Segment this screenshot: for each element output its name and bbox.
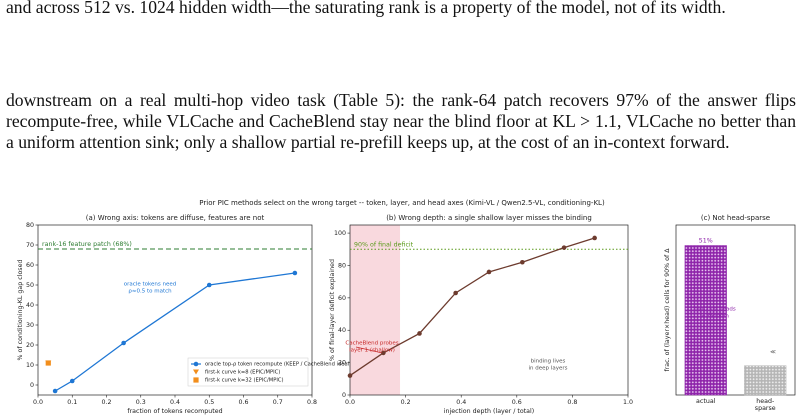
y-tick-label: 10	[26, 362, 34, 369]
y-tick-label: 30	[26, 322, 34, 329]
y-tick-label: 70	[26, 242, 34, 249]
legend-marker	[193, 361, 199, 367]
y-tick-label: 80	[338, 262, 346, 269]
x-tick-label: 0.5	[204, 399, 214, 406]
y-tick-label: 60	[338, 295, 346, 302]
y-tick-label: 40	[26, 302, 34, 309]
x-tick-label: 0.8	[567, 399, 577, 406]
point	[69, 378, 75, 384]
label-line: sparse	[755, 405, 776, 412]
point	[561, 245, 567, 250]
legend-label: first-k curve k=32 (EPIC/MPIC)	[205, 378, 284, 384]
annotation: ρ≈0.5 to match	[128, 289, 172, 295]
figure: Prior PIC methods select on the wrong ta…	[17, 199, 796, 415]
point	[121, 340, 126, 346]
x-tick-label: 0.7	[273, 399, 283, 406]
point	[520, 259, 525, 265]
y-tick-label: 20	[26, 342, 34, 349]
x-tick-label: 0.3	[136, 399, 146, 406]
x-tick-label: actual	[696, 398, 716, 405]
y-tick-label: 20	[338, 360, 346, 367]
label-line: head-	[756, 398, 774, 405]
point	[381, 350, 386, 356]
annotation: oracle tokens need	[124, 282, 176, 288]
legend-label: oracle top-ρ token recompute (KEEP / Cac…	[205, 362, 351, 368]
x-tick-label: 0.8	[307, 399, 317, 406]
point	[52, 388, 58, 394]
point	[592, 235, 597, 241]
annotation: CacheBlend probes	[345, 341, 398, 347]
annotation: ≪	[770, 350, 776, 356]
x-axis-label: injection depth (layer / total)	[444, 408, 534, 415]
annotation: ≈ random	[701, 314, 729, 320]
annotation: binding lives	[531, 359, 566, 365]
point	[45, 360, 51, 366]
x-tick-label: 0.2	[101, 399, 111, 406]
paragraph: downstream on a real multi-hop video tas…	[6, 90, 796, 152]
point	[206, 282, 212, 288]
paragraph: and across 512 vs. 1024 hidden width—the…	[6, 0, 726, 17]
plot-frame	[675, 224, 796, 396]
y-tick-label: 100	[334, 230, 346, 237]
point	[417, 331, 422, 336]
shaded-span	[350, 225, 401, 395]
legend-marker	[193, 377, 199, 383]
y-tick-label: 0	[30, 382, 34, 389]
y-axis-label: frac. of (layer×head) cells for 90% of Δ	[664, 248, 671, 372]
annotation: in deep layers	[529, 366, 568, 372]
bar	[744, 365, 787, 396]
panel-title: (b) Wrong depth: a single shallow layer …	[386, 214, 592, 222]
legend-label: first-k curve k=8 (EPIC/MPIC)	[205, 370, 280, 376]
panel-title: (c) Not head-sparse	[701, 214, 770, 222]
y-tick-label: 80	[26, 222, 34, 229]
point	[453, 290, 458, 296]
x-tick-label: 1.0	[623, 399, 633, 406]
y-tick-label: 40	[338, 327, 346, 334]
annotation-arrow	[355, 346, 382, 354]
series-line	[349, 237, 595, 377]
x-tick-label: 0.2	[401, 399, 411, 406]
x-tick-label: 0.6	[512, 399, 522, 406]
point	[347, 373, 353, 378]
legend-box	[187, 357, 309, 387]
panel-title: (a) Wrong axis: tokens are diffuse, feat…	[86, 214, 265, 222]
y-axis-label: % of final-layer deficit explained	[329, 259, 336, 361]
y-tick-label: 60	[26, 262, 34, 269]
y-tick-label: 50	[26, 282, 34, 289]
reference-label: 90% of final deficit	[354, 241, 414, 248]
annotation: top-25% heads	[694, 307, 736, 313]
x-tick-label: 0.0	[33, 399, 43, 406]
figure-title: Prior PIC methods select on the wrong ta…	[199, 199, 605, 207]
reference-label: rank-16 feature patch (68%)	[42, 241, 132, 248]
x-tick-label: 0.6	[238, 399, 248, 406]
x-tick-label: 0.0	[345, 399, 355, 406]
y-tick-label: 0	[342, 392, 346, 399]
x-tick-label: head-sparse	[755, 398, 776, 412]
legend-marker	[193, 369, 199, 375]
x-tick-label: 0.1	[67, 399, 77, 406]
x-tick-label: 0.4	[456, 399, 466, 406]
bar	[684, 245, 727, 396]
x-tick-label: 0.4	[170, 399, 180, 406]
point	[292, 270, 298, 276]
plot-frame	[349, 224, 629, 396]
value-label: 51%	[699, 238, 713, 245]
x-axis-label: fraction of tokens recomputed	[127, 408, 222, 415]
point	[486, 269, 492, 275]
y-axis-label: % of conditioning-KL gap closed	[17, 260, 24, 361]
